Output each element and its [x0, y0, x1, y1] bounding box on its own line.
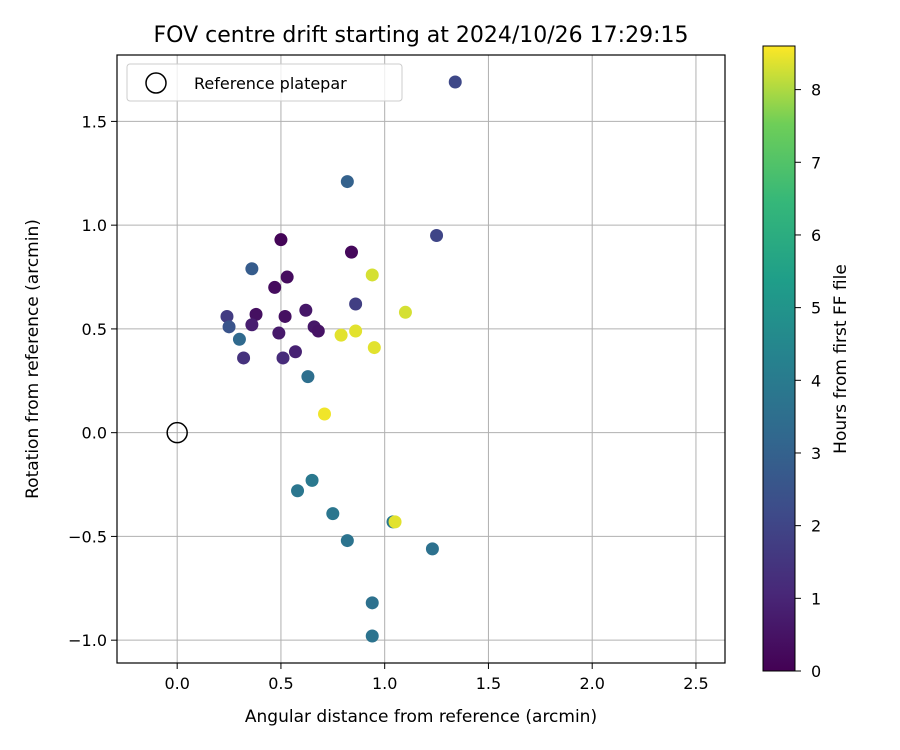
data-point [232, 332, 246, 346]
colorbar-tick-label: 8 [811, 81, 821, 100]
y-tick-label: 1.5 [82, 112, 107, 131]
data-point [365, 629, 379, 643]
data-point [276, 351, 290, 365]
y-tick-label: 0.5 [82, 320, 107, 339]
x-tick-label: 0.5 [268, 674, 293, 693]
data-point [249, 307, 263, 321]
colorbar-tick-label: 4 [811, 371, 821, 390]
data-point [334, 328, 348, 342]
data-point [291, 484, 305, 498]
x-axis-label: Angular distance from reference (arcmin) [245, 707, 597, 727]
data-point [448, 75, 462, 89]
data-point [272, 326, 286, 340]
x-tick-label: 2.5 [683, 674, 708, 693]
data-point [274, 233, 288, 247]
colorbar-ticks: 0 1 2 3 4 5 6 7 8 [795, 81, 821, 681]
x-axis-ticks: 0.0 0.5 1.0 1.5 2.0 2.5 [164, 663, 709, 693]
data-point [280, 270, 294, 284]
data-point [288, 345, 302, 359]
legend-box [126, 63, 403, 102]
scatter-points [220, 75, 462, 643]
data-point [318, 407, 332, 421]
colorbar-gradient [762, 45, 796, 672]
y-tick-label: −1.0 [68, 631, 107, 650]
data-point [340, 175, 354, 189]
data-point [430, 229, 444, 243]
data-point [237, 351, 251, 365]
y-axis-label: Rotation from reference (arcmin) [23, 219, 43, 499]
grid-lines [117, 55, 725, 663]
data-point [340, 534, 354, 548]
data-point [311, 324, 325, 338]
x-tick-label: 1.5 [476, 674, 501, 693]
colorbar-tick-label: 6 [811, 226, 821, 245]
colorbar-tick-label: 0 [811, 662, 821, 681]
data-point [398, 305, 412, 319]
y-tick-label: 1.0 [82, 216, 107, 235]
data-point [365, 268, 379, 282]
colorbar-tick-label: 2 [811, 517, 821, 536]
legend-reference-label: Reference platepar [194, 74, 347, 93]
colorbar-tick-label: 5 [811, 299, 821, 318]
data-point [222, 320, 236, 334]
data-point [425, 542, 439, 556]
x-tick-label: 1.0 [372, 674, 397, 693]
y-tick-label: 0.0 [82, 424, 107, 443]
data-point [365, 596, 379, 610]
data-point [299, 303, 313, 317]
data-point [367, 341, 381, 355]
y-tick-label: −0.5 [68, 527, 107, 546]
data-point [349, 324, 363, 338]
data-point [301, 370, 315, 384]
colorbar-label: Hours from first FF file [831, 264, 851, 454]
data-point [245, 262, 259, 276]
colorbar: 0 1 2 3 4 5 6 7 8 Hours from first FF file [762, 45, 851, 681]
data-point [305, 473, 319, 487]
colorbar-tick-label: 1 [811, 589, 821, 608]
reference-platepar-marker [166, 421, 188, 444]
data-point [268, 280, 282, 294]
data-point [278, 309, 292, 323]
plot-frame [116, 54, 726, 664]
data-point [326, 507, 340, 521]
chart-title: FOV centre drift starting at 2024/10/26 … [154, 23, 689, 48]
data-point [245, 318, 259, 332]
data-point [344, 245, 358, 259]
x-tick-label: 2.0 [579, 674, 604, 693]
colorbar-tick-label: 3 [811, 444, 821, 463]
x-tick-label: 0.0 [164, 674, 189, 693]
data-point [388, 515, 402, 529]
y-axis-ticks: −1.0 −0.5 0.0 0.5 1.0 1.5 [68, 112, 117, 650]
legend: Reference platepar [126, 63, 403, 102]
data-point [220, 309, 234, 323]
colorbar-tick-label: 7 [811, 153, 821, 172]
legend-reference-marker [145, 72, 167, 94]
data-point [349, 297, 363, 311]
